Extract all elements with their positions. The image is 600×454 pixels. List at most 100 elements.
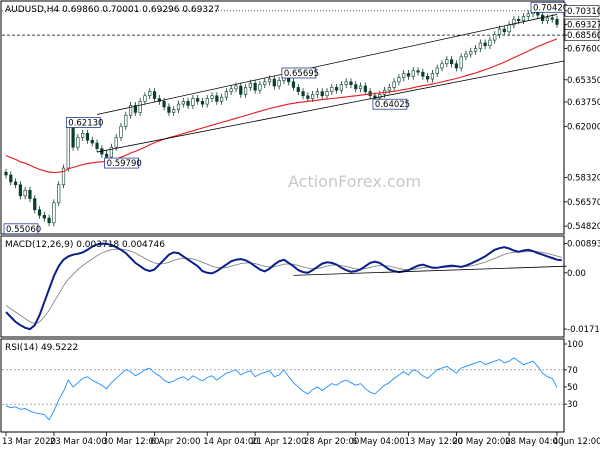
candle-body [378,94,382,99]
candle-body [454,63,458,69]
candle-body [42,215,46,219]
candle-body [167,106,171,113]
candle-body [162,101,166,108]
candle-body [449,59,454,65]
candle-body [76,137,80,148]
candle-body [411,70,415,77]
rsi-ytick-2: 50 [567,383,578,393]
price-ytick-9: 0.54820 [567,222,600,232]
candle-body [301,91,305,97]
x-tick-label: 13 Mar 2020 [2,437,56,447]
candle-body [57,184,61,204]
annotation-label: 0.64025 [375,100,410,110]
candle-body [220,96,224,102]
candle-body [291,81,296,88]
candle-body [152,91,157,99]
rsi-layer: 100 70 50 30 [2,340,583,421]
rsi-panel-frame [0,338,565,433]
x-tick-label: 20 May 20:00 [452,437,510,447]
price-ytick-0: 0.70310 [567,7,600,17]
watermark: ActionForex.com [288,172,421,191]
candle-body [526,13,530,17]
macd-ytick-1: 0.00 [567,269,586,279]
candle-body [181,101,185,105]
price-title: AUDUSD,H4 0.69860 0.70001 0.69296 0.6932… [5,5,220,15]
price-ytick-1: 0.69327 [567,21,600,31]
candle-body [61,167,66,186]
candle-body [464,53,468,58]
candle-body [215,95,219,102]
candle-body [9,174,13,183]
candle-body [320,91,324,97]
candle-body [186,101,190,106]
candle-body [258,84,262,91]
candle-body [402,73,406,78]
candle-body [143,95,147,102]
macd-ytick-0: 0.008936 [567,239,600,249]
candle-body [176,103,181,110]
candle-body [397,77,401,83]
candle-body [4,171,8,176]
candle-body [119,126,123,138]
macd-ytick-2: -0.01718 [567,325,600,335]
candle-body [363,85,367,92]
candle-body [459,56,463,69]
candle-body [234,85,238,90]
candle-body [263,81,267,85]
candle-body [47,217,51,224]
annotation-label: 0.59790 [107,159,142,169]
macd-line [5,242,562,331]
rsi-ytick-1: 70 [567,366,578,376]
x-tick-label: 28 May 04:00 [505,437,563,447]
price-ytick-5: 0.63750 [567,98,600,108]
candle-body [248,82,252,88]
candle-body [52,202,56,224]
annotation-box [65,117,101,128]
price-ytick-7: 0.58320 [567,174,600,184]
annotation-box [372,98,408,110]
candle-body [392,81,396,88]
candle-body [114,137,118,148]
candle-body [267,78,272,83]
candle-body [354,84,358,90]
candle-body [334,87,339,91]
candle-body [191,98,195,106]
candle-body [435,67,439,74]
price-ytick-4: 0.65350 [567,76,600,86]
rsi-line [5,357,558,421]
rsi-ytick-0: 100 [567,340,583,350]
candle-body [483,42,487,47]
x-tick-label: 6 Apr 20:00 [151,437,201,447]
candle-body [272,78,276,87]
x-tick-label: 30 Mar 12:00 [103,437,160,447]
annotation-label: 0.70420 [533,3,568,13]
candle-body [81,132,85,138]
candle-body [296,87,300,92]
price-ytick-3: 0.67600 [567,44,600,54]
price-layer: 0.55060 0.62130 0.59790 0.65695 0.64025 0.704… [2,1,600,235]
candle-body [426,75,430,80]
candle-body [550,17,554,20]
macd-layer: 0.008936 0.00 -0.01718 [5,239,600,335]
x-tick-label: 6 May 04:00 [352,437,405,447]
candle-body [95,142,99,149]
candle-body [521,16,526,21]
candle-body [28,189,32,199]
annotation-box [281,67,317,79]
candle-body [545,17,550,21]
macd-trendline [293,265,567,276]
price-ytick-8: 0.56570 [567,198,600,208]
candle-body [138,101,142,113]
annotation-label: 0.65695 [284,69,319,79]
candle-body [421,71,425,77]
candle-body [502,28,506,33]
candle-body [253,82,257,91]
x-tick-label: 28 Apr 20:00 [304,437,359,447]
channel-lower-line [96,60,565,153]
candle-body [469,50,473,55]
candle-body [224,91,229,98]
candle-body [430,73,435,80]
candle-body [358,85,363,90]
candle-body [478,42,482,49]
